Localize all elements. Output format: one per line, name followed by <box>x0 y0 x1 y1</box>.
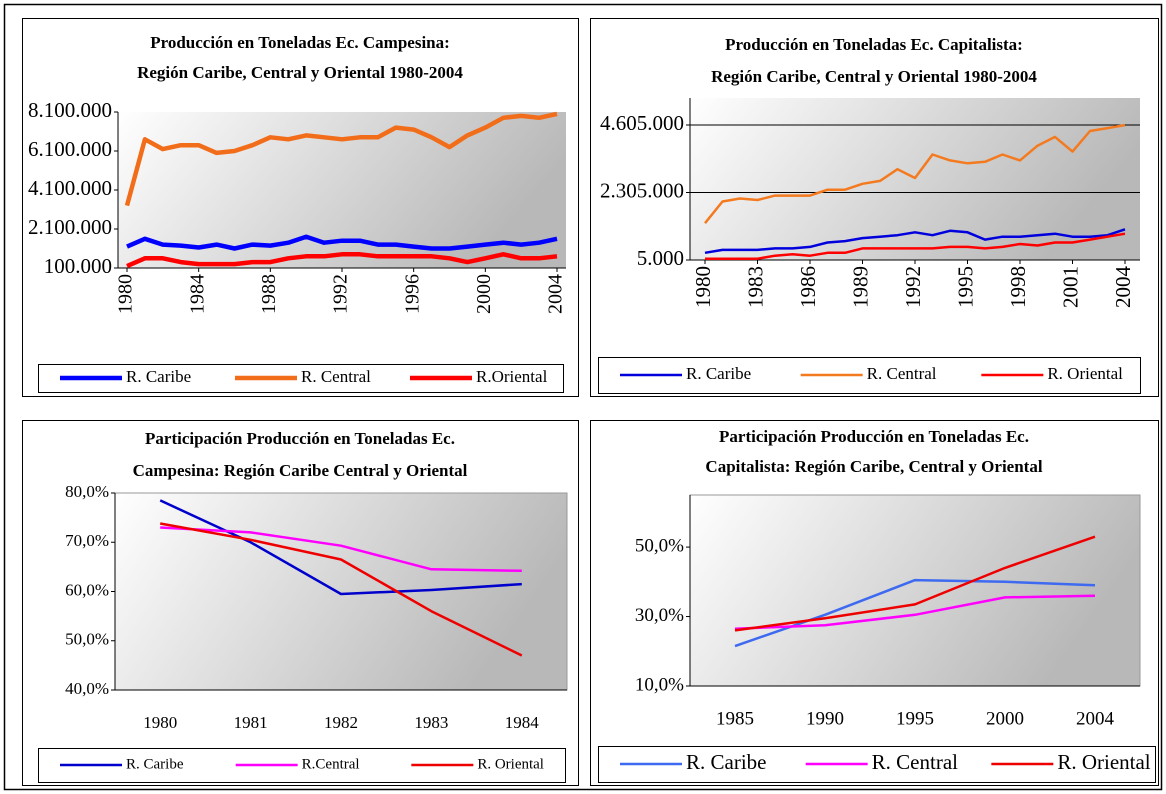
series-line <box>705 232 1126 260</box>
y-tick-label: 2.305.000 <box>600 178 684 202</box>
x-tick-label: 1980 <box>143 713 177 732</box>
x-tick-label: 1983 <box>743 266 767 308</box>
series-line <box>734 594 1096 630</box>
legend-label: R. Caribe <box>686 364 751 383</box>
x-tick-label: 1980 <box>115 274 137 314</box>
legend <box>598 357 1141 394</box>
legend <box>598 746 1156 783</box>
y-tick-label: 50,0% <box>635 535 684 556</box>
y-tick-label: 30,0% <box>635 605 684 626</box>
chart-title: Participación Producción en Toneladas Ec… <box>719 427 1029 446</box>
y-tick-label: 6.100.000 <box>28 137 112 161</box>
x-tick-label: 1990 <box>806 708 844 729</box>
x-tick-label: 1996 <box>401 274 423 314</box>
series-line <box>704 228 1126 255</box>
x-tick-label: 2001 <box>1058 266 1082 308</box>
y-tick-label: 60,0% <box>65 580 109 599</box>
series-line <box>704 123 1126 224</box>
series-line <box>160 526 522 573</box>
y-tick-label: 70,0% <box>65 531 109 550</box>
legend <box>38 364 564 393</box>
series-line <box>126 252 558 269</box>
legend-label: R. Central <box>867 364 937 383</box>
y-tick-label: 8.100.000 <box>28 98 112 122</box>
series-line <box>159 522 523 657</box>
chart-title: Capitalista: Región Caribe, Central y Or… <box>705 457 1042 476</box>
legend-label: R.Central <box>302 756 360 772</box>
legend <box>38 748 566 783</box>
y-tick-label: 2.100.000 <box>28 215 112 239</box>
x-tick-label: 1983 <box>414 713 448 732</box>
y-tick-label: 40,0% <box>65 679 109 698</box>
legend-label: R. Central <box>301 367 371 386</box>
legend-label: R. Central <box>872 750 958 774</box>
y-tick-label: 4.100.000 <box>28 176 112 200</box>
y-tick-label: 50,0% <box>65 630 109 649</box>
chart-title: Producción en Toneladas Ec. Capitalista: <box>725 35 1023 54</box>
y-tick-label: 80,0% <box>65 482 109 501</box>
x-tick-label: 1998 <box>1006 266 1030 308</box>
x-tick-label: 1984 <box>186 274 208 314</box>
x-tick-label: 1980 <box>691 266 715 308</box>
x-tick-label: 1995 <box>953 266 977 308</box>
legend-label: R. Oriental <box>1047 364 1123 383</box>
x-tick-label: 2004 <box>1111 266 1135 309</box>
series-line <box>159 499 522 596</box>
chart-title: Campesina: Región Caribe Central y Orien… <box>133 461 468 480</box>
x-tick-label: 1992 <box>330 274 352 314</box>
x-tick-label: 1986 <box>796 266 820 308</box>
legend-label: R. Oriental <box>477 756 544 772</box>
frame <box>3 3 1163 791</box>
chart-title: Producción en Toneladas Ec. Campesina: <box>150 33 450 52</box>
legend-label: R. Oriental <box>1057 750 1150 774</box>
legend-label: R. Caribe <box>126 367 191 386</box>
x-tick-label: 1989 <box>848 266 872 308</box>
y-tick-label: 4.605.000 <box>600 111 684 135</box>
x-tick-label: 2000 <box>986 708 1024 729</box>
legend-label: R.Oriental <box>476 367 548 386</box>
plot-area <box>114 492 568 691</box>
y-tick-label: 10,0% <box>635 674 684 695</box>
chart-title: Región Caribe, Central y Oriental 1980-2… <box>711 67 1037 86</box>
x-tick-label: 1988 <box>258 274 280 314</box>
series-line <box>126 234 558 251</box>
x-tick-label: 2004 <box>545 274 567 314</box>
x-tick-label: 2000 <box>473 274 495 314</box>
series-line <box>124 111 558 207</box>
x-tick-label: 2004 <box>1076 708 1115 729</box>
legend-label: R. Caribe <box>686 750 766 774</box>
x-tick-label: 1992 <box>901 266 925 308</box>
x-tick-label: 1984 <box>505 713 540 732</box>
chart-title: Región Caribe, Central y Oriental 1980-2… <box>137 63 463 82</box>
legend-label: R. Caribe <box>126 756 184 772</box>
chart-title: Participación Producción en Toneladas Ec… <box>145 429 455 448</box>
y-tick-label: 100.000 <box>44 254 112 278</box>
x-tick-label: 1995 <box>896 708 934 729</box>
x-tick-label: 1981 <box>234 713 268 732</box>
x-tick-label: 1982 <box>324 713 358 732</box>
x-tick-label: 1985 <box>716 708 754 729</box>
y-tick-label: 5.000 <box>637 246 684 270</box>
plot-area <box>689 494 1141 687</box>
series-line <box>734 535 1096 632</box>
